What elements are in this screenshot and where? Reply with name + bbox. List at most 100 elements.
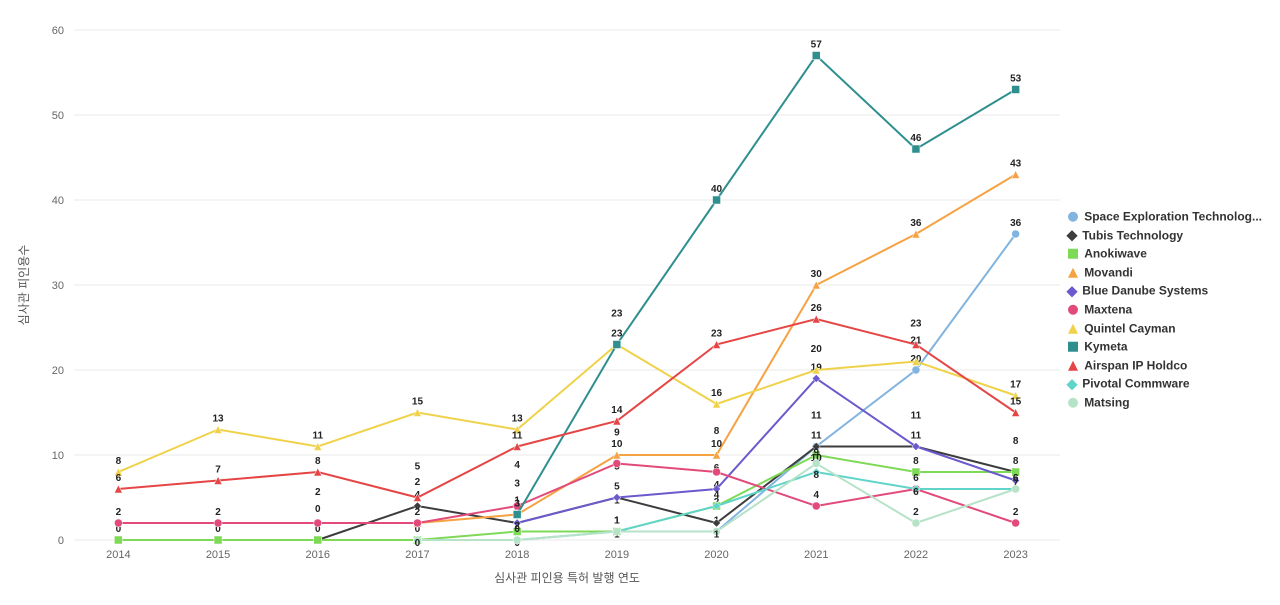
svg-text:6: 6	[116, 473, 122, 484]
svg-text:7: 7	[215, 465, 221, 476]
svg-text:40: 40	[711, 184, 723, 195]
svg-text:8: 8	[315, 456, 321, 467]
svg-text:3: 3	[514, 499, 520, 510]
svg-text:8: 8	[813, 470, 819, 481]
svg-text:11: 11	[512, 431, 523, 442]
legend-label: Space Exploration Technolog...	[1084, 208, 1262, 227]
chart-container: 0102030405060201420152016201720182019202…	[0, 0, 1280, 600]
svg-text:15: 15	[412, 397, 424, 408]
svg-text:26: 26	[811, 303, 823, 314]
svg-text:8: 8	[913, 456, 919, 467]
legend-item[interactable]: Anokiwave	[1068, 245, 1262, 264]
svg-text:2016: 2016	[306, 549, 330, 561]
legend-label: Quintel Cayman	[1084, 319, 1175, 338]
legend-label: Pivotal Commware	[1082, 375, 1189, 394]
svg-text:20: 20	[811, 344, 823, 355]
svg-text:2015: 2015	[206, 549, 230, 561]
svg-text:11: 11	[811, 431, 822, 442]
svg-text:46: 46	[910, 133, 922, 144]
svg-text:심사관 피인용수: 심사관 피인용수	[17, 245, 31, 326]
svg-text:36: 36	[910, 218, 922, 229]
svg-text:2: 2	[315, 487, 321, 498]
svg-text:2: 2	[415, 507, 421, 518]
svg-text:14: 14	[611, 405, 623, 416]
svg-text:13: 13	[213, 414, 225, 425]
svg-text:13: 13	[512, 414, 524, 425]
legend-item[interactable]: Maxtena	[1068, 301, 1262, 320]
svg-text:11: 11	[811, 411, 822, 422]
svg-text:50: 50	[52, 110, 64, 122]
svg-text:1: 1	[614, 516, 620, 527]
svg-text:6: 6	[1013, 473, 1019, 484]
svg-text:2: 2	[116, 507, 122, 518]
svg-text:4: 4	[714, 490, 720, 501]
svg-text:16: 16	[711, 388, 723, 399]
legend-label: Movandi	[1084, 264, 1133, 283]
svg-text:6: 6	[913, 473, 919, 484]
svg-text:23: 23	[910, 319, 922, 330]
svg-text:2021: 2021	[804, 549, 828, 561]
svg-text:36: 36	[1010, 218, 1022, 229]
series: 32340574653	[513, 40, 1021, 519]
svg-text:6: 6	[913, 487, 919, 498]
svg-text:40: 40	[52, 195, 64, 207]
legend-item[interactable]: Matsing	[1068, 394, 1262, 413]
legend-item[interactable]: Pivotal Commware	[1068, 375, 1262, 394]
legend-label: Matsing	[1084, 394, 1129, 413]
svg-text:43: 43	[1010, 159, 1022, 170]
series: 2 2 2 2 4 9 8 4 6 2	[114, 426, 1019, 527]
svg-text:60: 60	[52, 25, 64, 37]
svg-text:2019: 2019	[605, 549, 629, 561]
svg-text:2014: 2014	[106, 549, 130, 561]
svg-text:53: 53	[1010, 74, 1022, 85]
legend-item[interactable]: Space Exploration Technolog...	[1068, 208, 1262, 227]
svg-text:8: 8	[1013, 436, 1019, 447]
svg-text:11: 11	[911, 411, 922, 422]
svg-text:5: 5	[415, 462, 421, 473]
svg-text:57: 57	[811, 40, 823, 51]
svg-text:20: 20	[52, 365, 64, 377]
legend-item[interactable]: Quintel Cayman	[1068, 319, 1262, 338]
svg-text:17: 17	[1010, 380, 1022, 391]
legend-item[interactable]: Movandi	[1068, 264, 1262, 283]
legend-label: Airspan IP Holdco	[1084, 356, 1187, 375]
svg-text:2: 2	[415, 477, 421, 488]
svg-text:2018: 2018	[505, 549, 529, 561]
svg-text:9: 9	[614, 428, 620, 439]
legend-item[interactable]: Kymeta	[1068, 338, 1262, 357]
svg-text:0: 0	[58, 535, 64, 547]
svg-text:10: 10	[711, 439, 723, 450]
svg-text:11: 11	[312, 431, 323, 442]
svg-text:2020: 2020	[704, 549, 728, 561]
legend-item[interactable]: Tubis Technology	[1068, 226, 1262, 245]
legend-item[interactable]: Blue Danube Systems	[1068, 282, 1262, 301]
legend: Space Exploration Technolog...Tubis Tech…	[1068, 208, 1262, 413]
series: 8131115132316202117	[114, 329, 1021, 477]
legend-label: Tubis Technology	[1082, 226, 1183, 245]
svg-text:10: 10	[52, 450, 64, 462]
legend-label: Kymeta	[1084, 338, 1127, 357]
svg-text:11: 11	[911, 431, 922, 442]
svg-text:0: 0	[315, 504, 321, 515]
svg-text:23: 23	[711, 329, 723, 340]
svg-text:2: 2	[215, 507, 221, 518]
legend-label: Maxtena	[1084, 301, 1132, 320]
svg-text:4: 4	[514, 460, 520, 471]
legend-label: Anokiwave	[1084, 245, 1147, 264]
svg-text:15: 15	[1010, 397, 1022, 408]
svg-text:3: 3	[514, 479, 520, 490]
svg-text:2017: 2017	[405, 549, 429, 561]
svg-text:8: 8	[1013, 456, 1019, 467]
svg-text:2: 2	[913, 507, 919, 518]
svg-text:4: 4	[813, 490, 819, 501]
svg-text:30: 30	[52, 280, 64, 292]
svg-text:8: 8	[714, 426, 720, 437]
svg-text:10: 10	[611, 439, 623, 450]
svg-text:5: 5	[614, 482, 620, 493]
svg-text:2022: 2022	[904, 549, 928, 561]
svg-text:2023: 2023	[1003, 549, 1027, 561]
svg-text:심사관 피인용 특허 발행 연도: 심사관 피인용 특허 발행 연도	[494, 570, 640, 585]
svg-text:0: 0	[415, 538, 421, 549]
svg-text:0: 0	[514, 524, 520, 535]
legend-item[interactable]: Airspan IP Holdco	[1068, 356, 1262, 375]
